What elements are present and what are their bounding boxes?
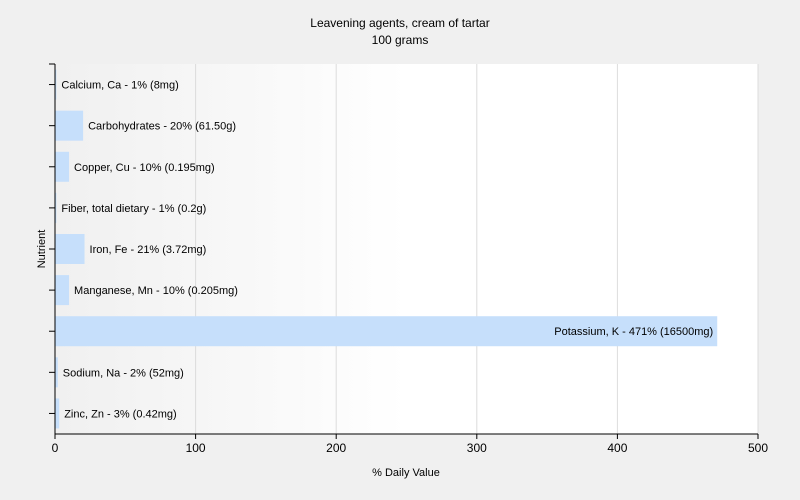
x-tick-label-300: 300 — [467, 441, 487, 455]
y-axis-title: Nutrient — [36, 230, 48, 269]
x-tick-label-200: 200 — [326, 441, 346, 455]
x-tick-label-100: 100 — [186, 441, 206, 455]
data-label-3: Fiber, total dietary - 1% (0.2g) — [61, 203, 206, 215]
axes: 0 100 200 300 400 500 — [49, 63, 768, 455]
x-tick-label-0: 0 — [52, 441, 59, 455]
bar-2 — [55, 151, 70, 182]
x-tick-label-400: 400 — [607, 441, 627, 455]
x-axis-title: % Daily Value — [372, 467, 440, 479]
bar-6 — [55, 316, 718, 347]
data-label-0: Calcium, Ca - 1% (8mg) — [61, 80, 178, 92]
data-label-7: Sodium, Na - 2% (52mg) — [63, 367, 184, 379]
data-label-5: Manganese, Mn - 10% (0.205mg) — [74, 285, 238, 297]
x-tick-label-500: 500 — [748, 441, 768, 455]
data-label-8: Zinc, Zn - 3% (0.42mg) — [64, 408, 176, 420]
bar-4 — [55, 234, 85, 264]
bar-7 — [55, 357, 58, 388]
data-label-2: Copper, Cu - 10% (0.195mg) — [74, 162, 215, 174]
bar-0 — [55, 69, 57, 100]
grid-lines — [195, 64, 759, 434]
data-label-6: Potassium, K - 471% (16500mg) — [554, 326, 713, 338]
chart-title: Leavening agents, cream of tartar — [310, 16, 489, 30]
chart-subtitle: 100 grams — [372, 33, 429, 47]
bar-5 — [55, 275, 70, 306]
bar-3 — [55, 192, 57, 223]
bar-8 — [55, 398, 60, 429]
data-label-4: Iron, Fe - 21% (3.72mg) — [90, 244, 207, 256]
bar-1 — [55, 110, 84, 141]
plot-area — [55, 64, 758, 434]
bars: Calcium, Ca - 1% (8mg) Carbohydrates - 20… — [55, 69, 718, 429]
data-label-1: Carbohydrates - 20% (61.50g) — [88, 121, 236, 133]
